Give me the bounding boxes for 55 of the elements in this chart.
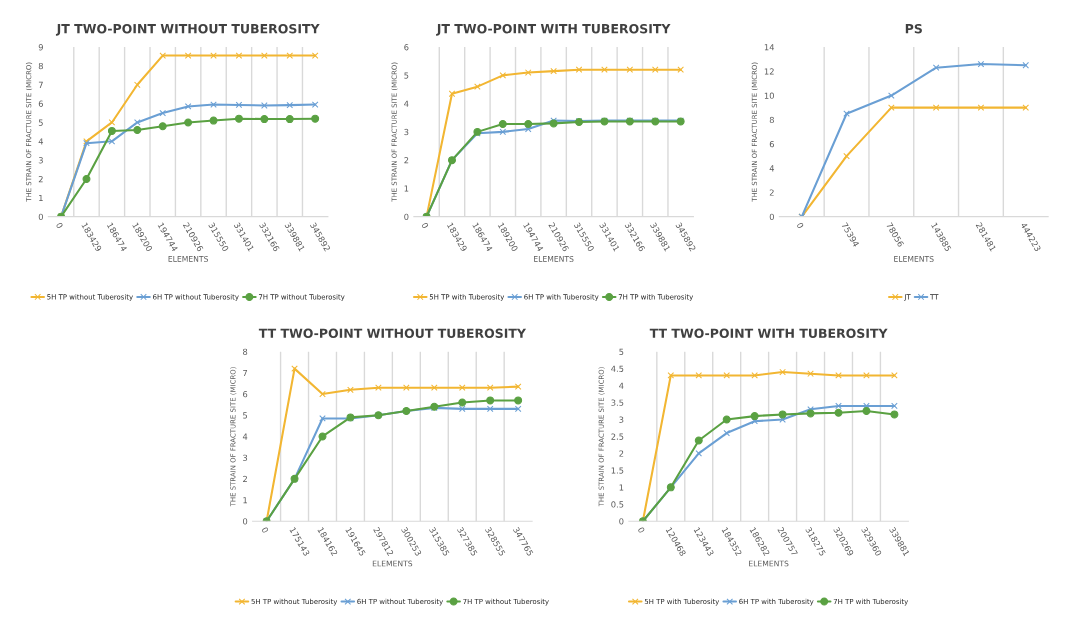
y-tick-label: 4 bbox=[38, 138, 44, 145]
y-tick-label: 4 bbox=[619, 382, 624, 389]
y-tick-label: 6 bbox=[38, 100, 43, 107]
y-tick-label: 3.5 bbox=[611, 399, 624, 406]
y-tick-label: 5 bbox=[619, 348, 624, 355]
y-tick-label: 0 bbox=[243, 518, 248, 525]
y-tick-label: 7 bbox=[38, 81, 43, 88]
y-tick-label: 1 bbox=[39, 194, 43, 201]
y-tick-label: 2 bbox=[769, 189, 774, 196]
y-tick-label: 5 bbox=[243, 412, 248, 419]
y-tick-label: 12 bbox=[764, 68, 774, 75]
y-tick-label: 8 bbox=[769, 116, 774, 124]
chart-title: TT TWO-POINT WITHOUT TUBEROSITY bbox=[258, 328, 527, 338]
y-tick-label: 0.5 bbox=[611, 501, 624, 508]
y-tick-label: 14 bbox=[764, 44, 775, 51]
y-tick-label: 8 bbox=[243, 348, 248, 355]
x-tick-label: 0 bbox=[261, 526, 269, 534]
chart-title: TT TWO-POINT WITH TUBEROSITY bbox=[649, 328, 888, 338]
chart-title: JT TWO-POINT WITHOUT TUBEROSITY bbox=[55, 23, 320, 36]
y-tick-label: 3 bbox=[243, 454, 248, 461]
y-tick-label: 1 bbox=[243, 497, 247, 504]
y-tick-label: 5 bbox=[404, 72, 409, 79]
y-tick-label: 5 bbox=[38, 119, 43, 126]
y-tick-label: 3 bbox=[404, 128, 409, 136]
y-tick-label: 3 bbox=[619, 416, 624, 423]
y-tick-label: 8 bbox=[38, 62, 43, 70]
y-tick-label: 2 bbox=[619, 450, 624, 457]
y-tick-label: 2 bbox=[243, 475, 247, 483]
y-tick-label: 3 bbox=[38, 157, 43, 164]
y-tick-label: 0 bbox=[404, 213, 409, 220]
y-tick-label: 4.5 bbox=[611, 365, 624, 372]
x-tick-label: 0 bbox=[421, 222, 429, 229]
y-tick-label: 4 bbox=[404, 100, 409, 107]
y-tick-label: 6 bbox=[769, 140, 774, 148]
x-tick-label: 0 bbox=[55, 222, 64, 229]
y-tick-label: 4 bbox=[769, 165, 775, 172]
y-tick-label: 6 bbox=[243, 391, 248, 398]
y-tick-label: 2 bbox=[404, 157, 409, 164]
chart-title: PS bbox=[905, 23, 922, 34]
y-tick-label: 4 bbox=[242, 433, 248, 440]
y-tick-label: 0 bbox=[769, 213, 774, 220]
y-tick-label: 0 bbox=[38, 213, 43, 220]
x-tick-label: 0 bbox=[796, 222, 805, 229]
x-tick-label: 0 bbox=[637, 526, 646, 534]
y-tick-label: 1 bbox=[404, 185, 409, 192]
y-tick-label: 2 bbox=[38, 175, 43, 183]
y-tick-label: 0 bbox=[619, 518, 624, 525]
chart-title: JT TWO-POINT WITH TUBEROSITY bbox=[436, 23, 671, 36]
y-tick-label: 10 bbox=[764, 92, 774, 99]
y-tick-label: 6 bbox=[404, 44, 409, 51]
y-tick-label: 9 bbox=[38, 44, 43, 51]
y-tick-label: 7 bbox=[243, 369, 248, 377]
y-tick-label: 1.5 bbox=[611, 467, 624, 474]
y-tick-label: 1 bbox=[619, 484, 624, 491]
y-tick-label: 2.5 bbox=[611, 433, 624, 440]
